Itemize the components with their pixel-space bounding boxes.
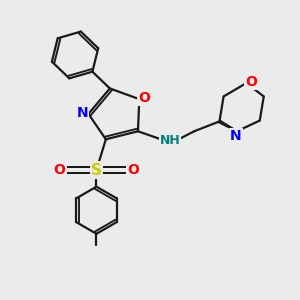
Text: O: O	[54, 163, 65, 177]
Text: S: S	[91, 163, 102, 178]
Text: N: N	[77, 106, 88, 119]
Text: O: O	[138, 91, 150, 105]
Text: O: O	[245, 75, 257, 89]
Text: O: O	[128, 163, 139, 177]
Text: NH: NH	[160, 134, 181, 147]
Text: N: N	[230, 129, 242, 143]
